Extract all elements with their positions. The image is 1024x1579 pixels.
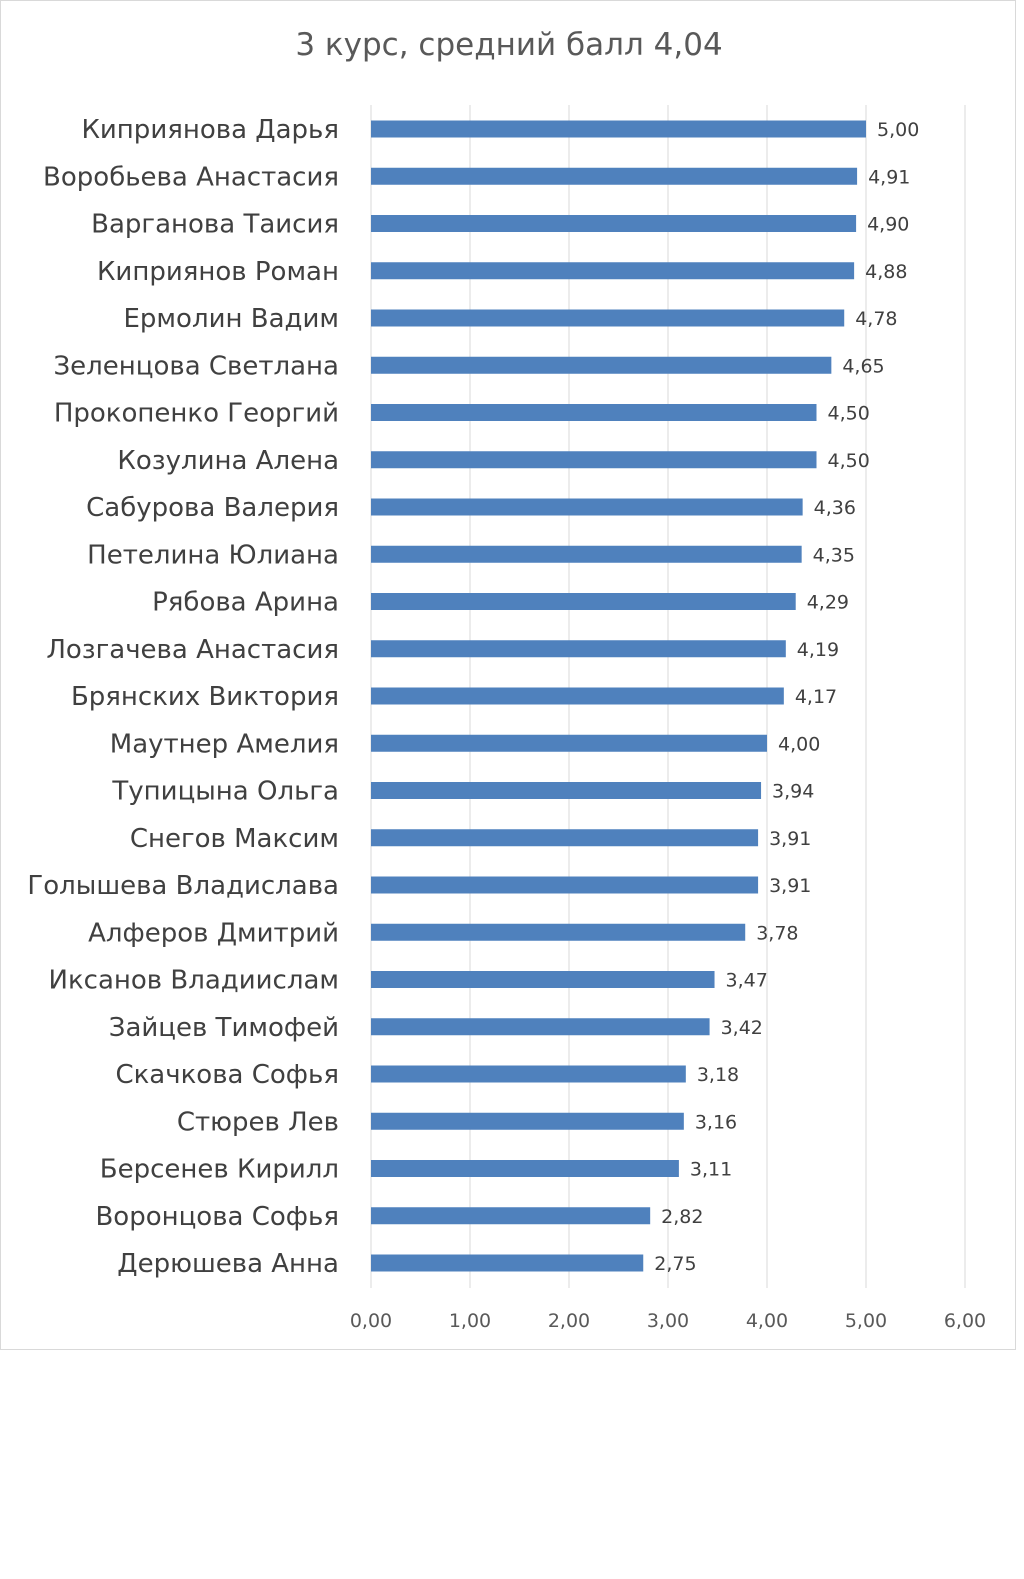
category-label: Стюрев Лев — [177, 1107, 339, 1137]
category-label: Иксанов Владиислам — [49, 966, 340, 996]
chart-title: 3 курс, средний балл 4,04 — [295, 27, 723, 63]
bar-chart: Киприянова Дарья Воробьева Анастасия Варга… — [27, 105, 986, 1332]
category-label: Голышева Владислава — [27, 871, 339, 901]
data-label: 3,16 — [695, 1111, 737, 1133]
bar — [371, 923, 746, 941]
bar — [371, 687, 784, 705]
data-label: 4,88 — [865, 261, 907, 283]
data-label: 4,50 — [828, 450, 870, 472]
bar — [371, 120, 866, 138]
chart-frame: 3 курс, средний балл 4,04 Киприянова Дар… — [0, 0, 1016, 1350]
data-label: 3,91 — [769, 828, 811, 850]
data-label: 3,42 — [721, 1017, 763, 1039]
bar — [371, 215, 857, 232]
bar — [371, 498, 803, 516]
category-label: Алферов Дмитрий — [88, 918, 339, 948]
data-label: 5,00 — [877, 119, 919, 141]
category-label: Зайцев Тимофей — [109, 1013, 339, 1043]
data-label: 3,78 — [756, 922, 798, 944]
x-tick-label: 2,00 — [548, 1310, 590, 1332]
category-label: Брянских Виктория — [71, 682, 339, 712]
x-tick-label: 1,00 — [449, 1310, 491, 1332]
data-label: 3,11 — [690, 1159, 732, 1181]
category-label: Дерюшева Анна — [117, 1249, 339, 1279]
category-labels: Киприянова Дарья Воробьева Анастасия Варга… — [27, 115, 339, 1279]
data-label: 4,00 — [778, 733, 820, 755]
category-label: Прокопенко Георгий — [54, 399, 339, 429]
x-tick-label: 3,00 — [647, 1310, 689, 1332]
bar — [371, 1207, 651, 1225]
category-label: Рябова Арина — [152, 588, 339, 618]
value-labels: 5,00 4,91 4,90 4,88 4,78 4,65 4,50 4,50 4,36 4,35… — [654, 119, 919, 1275]
category-label: Воронцова Софья — [95, 1202, 339, 1232]
bar — [371, 640, 786, 658]
bar — [371, 734, 767, 752]
data-label: 2,75 — [654, 1253, 696, 1275]
data-label: 4,29 — [807, 592, 849, 614]
bar — [371, 876, 759, 894]
data-label: 4,78 — [855, 308, 897, 330]
x-tick-label: 4,00 — [746, 1310, 788, 1332]
bar — [371, 1018, 710, 1036]
bars — [371, 120, 866, 1272]
x-axis-ticks: 0,00 1,00 2,00 3,00 4,00 5,00 6,00 — [350, 1310, 986, 1332]
category-label: Варганова Таисия — [91, 210, 339, 240]
data-label: 4,65 — [842, 355, 884, 377]
bar — [371, 262, 855, 280]
bar — [371, 167, 858, 185]
x-tick-label: 6,00 — [944, 1310, 986, 1332]
category-label: Ермолин Вадим — [124, 304, 340, 334]
bar — [371, 829, 759, 847]
bar — [371, 593, 796, 610]
category-label: Сабурова Валерия — [86, 493, 339, 523]
category-label: Тупицына Ольга — [111, 777, 339, 807]
category-label: Берсенев Кирилл — [100, 1155, 339, 1185]
category-label: Снегов Максим — [130, 824, 339, 854]
bar — [371, 971, 715, 988]
data-label: 4,50 — [828, 403, 870, 425]
bar — [371, 1065, 686, 1083]
data-label: 4,91 — [868, 166, 910, 188]
data-label: 4,36 — [814, 497, 856, 519]
category-label: Киприянова Дарья — [81, 115, 339, 145]
x-tick-label: 5,00 — [845, 1310, 887, 1332]
category-label: Киприянов Роман — [97, 257, 339, 287]
data-label: 4,35 — [813, 544, 855, 566]
data-label: 4,17 — [795, 686, 837, 708]
data-label: 4,19 — [797, 639, 839, 661]
category-label: Лозгачева Анастасия — [46, 635, 339, 665]
x-tick-label: 0,00 — [350, 1310, 392, 1332]
category-label: Козулина Алена — [117, 446, 339, 476]
category-label: Маутнер Амелия — [110, 729, 339, 759]
category-label: Скачкова Софья — [115, 1060, 339, 1090]
bar — [371, 1254, 644, 1272]
bar — [371, 782, 762, 799]
bar — [371, 451, 817, 469]
category-label: Воробьева Анастасия — [43, 162, 339, 192]
bar — [371, 545, 802, 563]
data-label: 3,47 — [726, 970, 768, 992]
data-label: 4,90 — [867, 214, 909, 236]
bar — [371, 309, 845, 327]
data-label: 3,18 — [697, 1064, 739, 1086]
data-label: 2,82 — [661, 1206, 703, 1228]
data-label: 3,91 — [769, 875, 811, 897]
category-label: Зеленцова Светлана — [53, 351, 339, 381]
data-label: 3,94 — [772, 781, 814, 803]
bar — [371, 356, 832, 374]
category-label: Петелина Юлиана — [87, 540, 339, 570]
bar — [371, 1112, 684, 1130]
bar — [371, 404, 817, 421]
bar — [371, 1160, 679, 1177]
